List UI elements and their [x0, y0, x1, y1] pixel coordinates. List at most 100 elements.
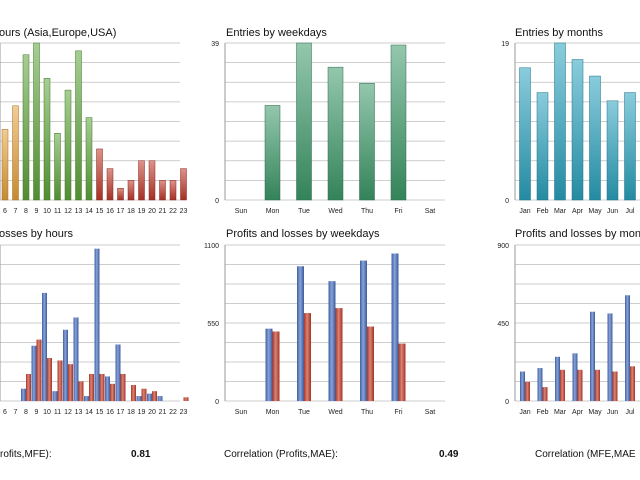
x-tick-label: Tue	[298, 409, 310, 416]
x-tick-label: Tue	[298, 208, 310, 215]
x-tick-label: Apr	[572, 208, 584, 215]
bar-entries_hours-6	[1, 129, 9, 201]
x-tick-label: Fri	[394, 409, 403, 416]
x-tick-label: Jul	[626, 409, 635, 416]
chart-title-entries_months: Entries by months	[515, 27, 604, 39]
bar-pl_hours-losses-9	[36, 339, 42, 401]
bar-entries_months-May	[589, 75, 601, 201]
bar-pl_hours-losses-20	[152, 391, 157, 401]
bar-entries_hours-16	[106, 168, 114, 201]
bar-pl_hours-profits-11	[52, 391, 58, 401]
x-tick-label: 17	[117, 208, 125, 215]
bar-pl_weekdays-profits-Wed	[328, 281, 336, 401]
bar-entries_hours-18	[127, 180, 135, 201]
bar-entries_weekdays-Wed	[327, 66, 344, 201]
x-tick-label: 8	[24, 208, 28, 215]
x-tick-label: Jan	[519, 409, 530, 416]
stat-label-profits-mae: Correlation (Profits,MAE):	[224, 449, 338, 460]
y-tick-label: 550	[207, 321, 219, 328]
bar-entries_hours-12	[64, 89, 72, 201]
x-tick-label: Sat	[425, 208, 436, 215]
x-tick-label: Sun	[235, 208, 248, 215]
bar-pl_weekdays-profits-Thu	[360, 260, 367, 401]
x-tick-label: Feb	[536, 409, 548, 416]
bar-pl_months-losses-Jan	[525, 381, 530, 401]
chart-pl_months: Profits and losses by mon 0 450 900 Jan Feb Ma…	[497, 228, 640, 416]
bar-entries_months-Apr	[571, 59, 584, 201]
bar-pl_months-profits-Jan	[520, 371, 525, 401]
bar-pl_months-profits-May	[590, 311, 595, 401]
bar-pl_hours-profits-8	[21, 388, 26, 401]
x-tick-label: Mon	[266, 409, 280, 416]
x-tick-label: 17	[117, 409, 125, 416]
bar-entries_hours-11	[54, 133, 61, 201]
bar-pl_hours-losses-23	[183, 397, 189, 401]
y-tick-label: 900	[497, 243, 509, 250]
bar-pl_hours-profits-17	[115, 344, 121, 401]
bar-pl_hours-profits-21	[157, 396, 163, 401]
x-tick-label: May	[588, 409, 602, 416]
bar-pl_hours-losses-8	[26, 373, 31, 401]
bar-entries_hours-15	[96, 148, 103, 201]
bar-pl_months-profits-Feb	[537, 368, 543, 401]
x-tick-label: 12	[64, 208, 72, 215]
bar-entries_months-Jun	[606, 100, 619, 201]
y-tick-label: 19	[501, 41, 509, 48]
bar-pl_hours-losses-15	[99, 373, 105, 401]
x-tick-label: Jun	[607, 208, 618, 215]
x-tick-label: 22	[169, 409, 177, 416]
bar-pl_weekdays-losses-Fri	[398, 343, 406, 401]
bar-pl_hours-losses-11	[57, 360, 63, 401]
x-tick-label: Jan	[519, 208, 530, 215]
bar-pl_weekdays-losses-Thu	[367, 326, 374, 401]
y-tick-label: 0	[215, 198, 219, 205]
x-tick-label: 7	[14, 208, 18, 215]
bar-entries_months-Mar	[554, 42, 566, 201]
bar-pl_months-losses-Jul	[630, 366, 635, 401]
x-tick-label: 6	[3, 208, 7, 215]
bar-pl_hours-losses-13	[78, 381, 84, 401]
y-tick-label: 0	[505, 399, 509, 406]
bar-pl_hours-profits-9	[31, 345, 37, 401]
y-tick-label: 39	[211, 41, 219, 48]
x-tick-label: Wed	[328, 409, 342, 416]
chart-pl_weekdays: Profits and losses by weekdays 0 550 1100 Su…	[204, 228, 445, 416]
bar-pl_weekdays-profits-Tue	[297, 266, 304, 401]
x-tick-label: 22	[169, 208, 177, 215]
stat-value-profits-mfe: 0.81	[131, 449, 151, 460]
chart-title-entries_weekdays: Entries by weekdays	[226, 27, 327, 39]
x-tick-label: 14	[85, 409, 93, 416]
x-tick-label: 10	[43, 409, 51, 416]
bar-pl_hours-profits-15	[94, 248, 100, 401]
stat-value-profits-mae: 0.49	[439, 449, 459, 460]
x-tick-label: 13	[75, 208, 83, 215]
x-tick-label: 14	[85, 208, 93, 215]
chart-title-pl_weekdays: Profits and losses by weekdays	[226, 228, 380, 240]
bar-entries_hours-13	[75, 50, 82, 201]
y-tick-label: 0	[215, 399, 219, 406]
stat-label-mfe-mae: Correlation (MFE,MAE	[535, 449, 636, 460]
x-tick-label: 7	[14, 409, 18, 416]
bar-pl_hours-profits-12	[63, 329, 68, 401]
bar-entries_weekdays-Fri	[390, 44, 407, 201]
x-tick-label: 18	[127, 409, 135, 416]
chart-title-pl_months: Profits and losses by mon	[515, 228, 640, 240]
x-tick-label: Jul	[626, 208, 635, 215]
chart-pl_hours: osses by hours 6 7 8 9 10 11 12 13 14 15 16 17 18 19 20…	[0, 228, 189, 416]
x-tick-label: Thu	[361, 409, 373, 416]
x-tick-label: May	[588, 208, 602, 215]
bar-pl_months-profits-Jun	[607, 313, 613, 401]
x-tick-label: Apr	[572, 409, 584, 416]
bar-pl_hours-losses-14	[89, 373, 94, 401]
bar-pl_hours-profits-10	[42, 292, 47, 401]
x-tick-label: 21	[159, 208, 167, 215]
x-tick-label: 9	[35, 208, 39, 215]
bar-entries_months-Jan	[519, 67, 531, 201]
x-tick-label: 19	[138, 208, 146, 215]
bar-entries_hours-14	[85, 117, 93, 201]
bar-entries_hours-7	[12, 105, 19, 201]
bar-entries_months-Jul	[624, 92, 636, 201]
y-tick-label: 0	[505, 198, 509, 205]
x-tick-label: 23	[180, 208, 188, 215]
